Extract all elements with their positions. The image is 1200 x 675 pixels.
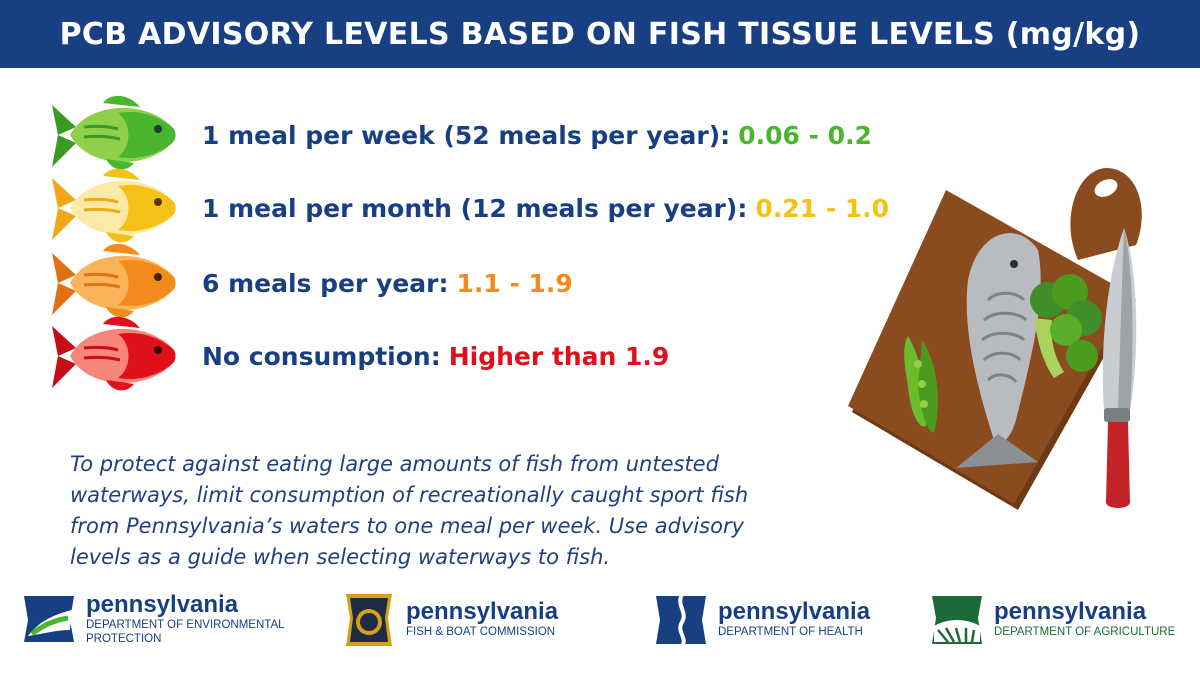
advisory-label: 1 meal per week (52 meals per year): [202,120,731,150]
logo-dep: pennsylvania DEPARTMENT OF ENVIRONMENTAL… [20,590,286,648]
advisory-label: No consumption: [202,341,441,371]
logo-dept: DEPARTMENT OF HEALTH [718,626,863,638]
advisory-level-yearly: 6 meals per year: 1.1 - 1.9 [48,243,573,323]
cutting-board-illustration [848,168,1142,510]
pa-fish-boat-seal-icon [346,594,392,646]
logo-fish-boat: pennsylvania FISH & BOAT COMMISSION [340,590,558,648]
logo-brand: pennsylvania [86,591,239,618]
logo-dept: DEPARTMENT OF AGRICULTURE [994,626,1176,638]
logo-dept: DEPARTMENT OF ENVIRONMENTAL PROTECTION [86,619,285,645]
logo-dept: FISH & BOAT COMMISSION [406,626,556,638]
logo-brand: pennsylvania [994,598,1147,625]
advisory-value: Higher than 1.9 [448,341,670,371]
fish-red-icon [52,316,176,391]
logo-brand: pennsylvania [718,598,871,625]
guidance-note: To protect against eating large amounts … [70,452,749,569]
advisory-label: 1 meal per month (12 meals per year): [202,193,748,223]
page-title: PCB ADVISORY LEVELS BASED ON FISH TISSUE… [59,16,1141,52]
pa-agriculture-keystone-icon [932,596,982,644]
advisory-value: 0.21 - 1.0 [755,193,890,223]
peas-icon [904,336,938,433]
broccoli-icon [1030,274,1102,378]
advisory-level-monthly: 1 meal per month (12 meals per year): 0.… [48,168,889,248]
logo-health: pennsylvania DEPARTMENT OF HEALTH [652,590,870,648]
header-banner: PCB ADVISORY LEVELS BASED ON FISH TISSUE… [0,0,1200,68]
fish-yellow-icon [52,168,176,243]
fish-orange-icon [52,243,176,318]
knife-icon [1102,228,1137,508]
logo-brand: pennsylvania [406,598,559,625]
advisory-level-none: No consumption: Higher than 1.9 [48,316,669,396]
advisory-level-weekly: 1 meal per week (52 meals per year): 0.0… [48,95,872,175]
pa-dep-keystone-icon [24,596,74,642]
advisory-value: 0.06 - 0.2 [738,120,872,150]
fish-on-board-icon [956,233,1041,468]
advisory-value: 1.1 - 1.9 [456,268,573,298]
advisory-label: 6 meals per year: [202,268,449,298]
logo-agriculture: pennsylvania DEPARTMENT OF AGRICULTURE [928,590,1175,648]
fish-green-icon [52,95,176,170]
pa-health-keystone-icon [656,593,706,648]
